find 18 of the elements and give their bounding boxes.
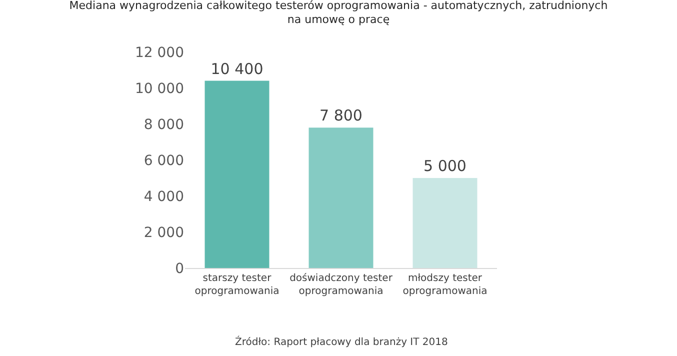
x-tick-label: młodszy tester oprogramowania bbox=[402, 273, 488, 297]
data-label: 10 400 bbox=[210, 60, 264, 78]
data-label: 7 800 bbox=[320, 106, 362, 125]
bar bbox=[204, 80, 270, 268]
bar bbox=[308, 128, 374, 268]
data-label: 5 000 bbox=[424, 157, 466, 175]
y-tick-label: 6 000 bbox=[144, 152, 184, 169]
y-tick-label: 8 000 bbox=[144, 116, 184, 133]
chart-title: Mediana wynagrodzenia całkowitego testerów oprogramowania - automatycznych, zatrudnionych na umowę o pracę bbox=[69, 0, 608, 26]
y-tick-label: 12 000 bbox=[135, 44, 184, 61]
y-tick-label: 4 000 bbox=[144, 188, 184, 205]
text: Źródło: Raport płacowy dla branży IT 2018 bbox=[235, 335, 448, 348]
x-tick-label: doświadczony tester oprogramowania bbox=[290, 272, 394, 297]
y-tick-label: 2 000 bbox=[144, 224, 184, 241]
y-tick-label: 0 bbox=[175, 260, 184, 277]
bar bbox=[412, 178, 478, 268]
y-tick-label: 10 000 bbox=[135, 80, 184, 97]
x-tick-label: starszy tester oprogramowania bbox=[194, 273, 280, 297]
